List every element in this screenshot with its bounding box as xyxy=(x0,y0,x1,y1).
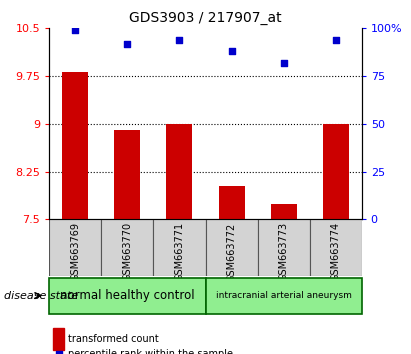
Point xyxy=(228,48,235,54)
Bar xyxy=(166,124,192,219)
Point xyxy=(72,27,79,33)
Text: normal healthy control: normal healthy control xyxy=(60,289,195,302)
Text: GSM663771: GSM663771 xyxy=(175,222,185,281)
FancyBboxPatch shape xyxy=(258,219,309,276)
Point xyxy=(55,351,62,354)
Text: disease state: disease state xyxy=(4,291,78,301)
Bar xyxy=(270,204,297,219)
Text: percentile rank within the sample: percentile rank within the sample xyxy=(68,349,233,354)
FancyBboxPatch shape xyxy=(206,219,258,276)
Text: GSM663769: GSM663769 xyxy=(70,222,80,281)
Point xyxy=(280,60,287,65)
Text: transformed count: transformed count xyxy=(68,334,159,344)
Text: GSM663773: GSM663773 xyxy=(279,222,289,281)
Text: GSM663770: GSM663770 xyxy=(122,222,132,281)
Bar xyxy=(114,130,141,219)
Bar xyxy=(323,124,349,219)
Bar xyxy=(53,328,64,350)
Text: intracranial arterial aneurysm: intracranial arterial aneurysm xyxy=(216,291,351,300)
FancyBboxPatch shape xyxy=(206,278,362,314)
FancyBboxPatch shape xyxy=(102,219,153,276)
Point xyxy=(332,37,339,42)
Point xyxy=(176,37,183,42)
Text: GSM663772: GSM663772 xyxy=(226,222,236,281)
Title: GDS3903 / 217907_at: GDS3903 / 217907_at xyxy=(129,11,282,24)
Bar xyxy=(62,72,88,219)
Bar xyxy=(219,186,245,219)
FancyBboxPatch shape xyxy=(49,278,206,314)
Text: GSM663774: GSM663774 xyxy=(331,222,341,281)
Point xyxy=(124,41,131,46)
FancyBboxPatch shape xyxy=(49,219,102,276)
FancyBboxPatch shape xyxy=(309,219,362,276)
FancyBboxPatch shape xyxy=(153,219,206,276)
